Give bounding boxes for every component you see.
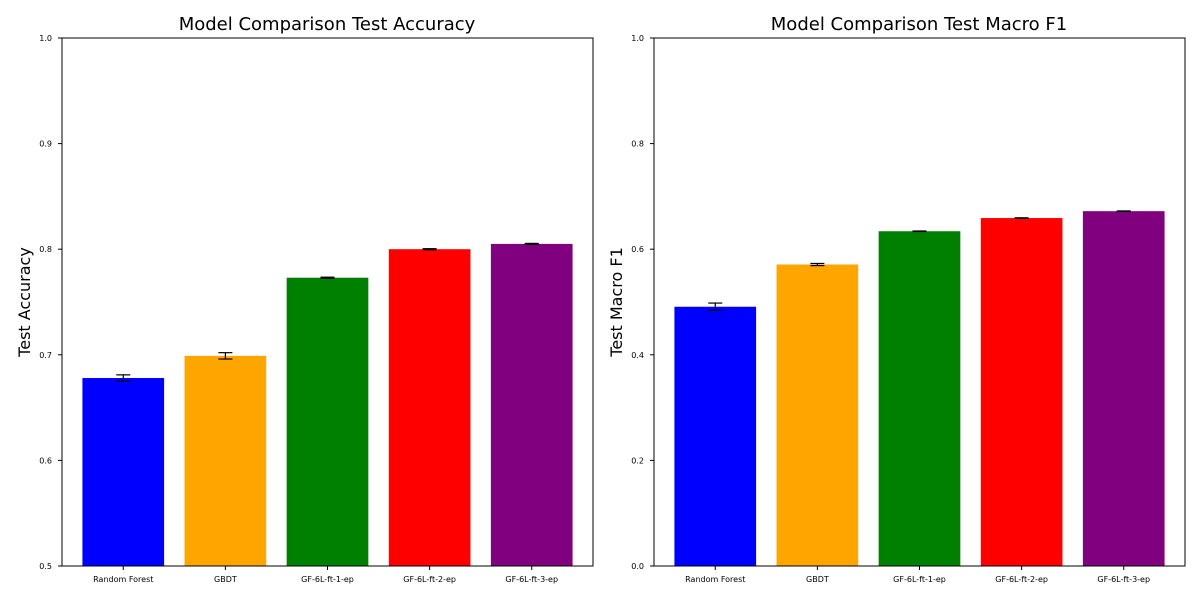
macro-f1-x-ticks: Random Forest GBDT GF-6L-ft-1-ep GF-6L-ft-2…	[685, 566, 1150, 584]
accuracy-error-bar-gf-6l-ft-2-ep	[422, 248, 437, 251]
macro-f1-x-tick-label: GF-6L-ft-2-ep	[995, 575, 1048, 584]
macro-f1-bars	[674, 211, 1165, 567]
accuracy-bars	[82, 243, 573, 567]
accuracy-bar-gf-6l-ft-2-ep	[388, 249, 471, 566]
macro-f1-y-tick-label: 0.4	[631, 351, 644, 360]
accuracy-error-bar-gf-6l-ft-3-ep	[524, 242, 539, 246]
accuracy-bar-gf-6l-ft-1-ep	[286, 277, 369, 566]
macro-f1-bar-gf-6l-ft-1-ep	[878, 231, 961, 566]
macro-f1-error-bars	[708, 210, 1131, 312]
macro-f1-error-bar-gbdt	[810, 262, 825, 267]
macro-f1-error-bar-gf-6l-ft-3-ep	[1116, 210, 1131, 213]
accuracy-error-bar-gbdt	[218, 352, 233, 360]
accuracy-x-tick-label: GF-6L-ft-3-ep	[505, 575, 558, 584]
accuracy-error-bar-random-forest	[116, 374, 131, 382]
macro-f1-bar-random-forest	[674, 306, 757, 566]
macro-f1-x-tick-label: GF-6L-ft-3-ep	[1097, 575, 1150, 584]
macro-f1-error-bar-random-forest	[708, 302, 723, 312]
accuracy-error-bar-gf-6l-ft-1-ep	[320, 276, 335, 279]
macro-f1-y-tick-label: 0.6	[631, 245, 644, 254]
macro-f1-error-bar-gf-6l-ft-1-ep	[912, 230, 927, 233]
accuracy-x-tick-label: GBDT	[214, 575, 237, 584]
accuracy-x-ticks: Random Forest GBDT GF-6L-ft-1-ep GF-6L-ft-2…	[93, 566, 558, 584]
accuracy-error-bars	[116, 242, 539, 382]
macro-f1-x-tick-label: GF-6L-ft-1-ep	[893, 575, 946, 584]
macro-f1-x-tick-label: GBDT	[806, 575, 829, 584]
macro-f1-x-tick-label: Random Forest	[685, 575, 745, 584]
accuracy-y-tick-label: 0.9	[39, 140, 52, 149]
macro-f1-y-tick-label: 0.0	[631, 562, 644, 571]
macro-f1-plot-frame	[653, 37, 1186, 567]
accuracy-bar-random-forest	[82, 378, 165, 566]
macro-f1-y-ticks: 0.0 0.2 0.4 0.6 0.8 1.0	[631, 34, 654, 571]
accuracy-y-tick-label: 0.6	[39, 456, 52, 465]
accuracy-bar-gf-6l-ft-3-ep	[490, 243, 573, 567]
accuracy-y-tick-label: 1.0	[39, 34, 52, 43]
accuracy-y-ticks: 0.5 0.6 0.7 0.8 0.9 1.0	[39, 34, 62, 571]
accuracy-x-tick-label: Random Forest	[93, 575, 153, 584]
macro-f1-bar-gf-6l-ft-2-ep	[980, 218, 1063, 567]
accuracy-y-tick-label: 0.5	[39, 562, 52, 571]
accuracy-x-tick-label: GF-6L-ft-2-ep	[403, 575, 456, 584]
accuracy-x-tick-label: GF-6L-ft-1-ep	[301, 575, 354, 584]
accuracy-y-tick-label: 0.8	[39, 245, 52, 254]
macro-f1-y-axis-label: Test Macro F1	[607, 247, 626, 357]
macro-f1-chart-title: Model Comparison Test Macro F1	[771, 14, 1067, 35]
accuracy-panel: Model Comparison Test Accuracy Test Accu…	[15, 14, 594, 584]
macro-f1-y-tick-label: 1.0	[631, 34, 644, 43]
macro-f1-y-tick-label: 0.8	[631, 140, 644, 149]
macro-f1-panel: Model Comparison Test Macro F1 Test Macr…	[607, 14, 1186, 584]
accuracy-y-axis-label: Test Accuracy	[15, 247, 34, 358]
accuracy-plot-frame	[61, 37, 594, 567]
macro-f1-error-bar-gf-6l-ft-2-ep	[1014, 217, 1029, 219]
accuracy-bar-gbdt	[184, 355, 267, 566]
accuracy-chart-title: Model Comparison Test Accuracy	[179, 14, 476, 35]
accuracy-y-tick-label: 0.7	[39, 351, 52, 360]
macro-f1-y-tick-label: 0.2	[631, 456, 644, 465]
macro-f1-bar-gf-6l-ft-3-ep	[1082, 211, 1165, 566]
macro-f1-bar-gbdt	[776, 264, 859, 566]
